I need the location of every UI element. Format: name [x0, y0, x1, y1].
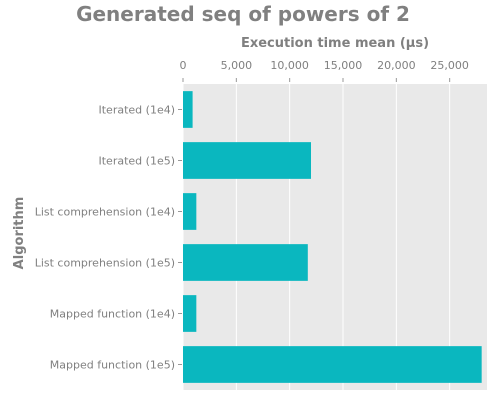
bars [183, 91, 482, 383]
category-label: Iterated (1e5) [99, 155, 176, 168]
bar [183, 193, 197, 230]
category-label: Mapped function (1e4) [50, 308, 175, 321]
grid-lines [182, 84, 451, 390]
bar [183, 91, 193, 128]
bar [183, 295, 197, 332]
x-axis: 0 5,000 10,000 15,000 20,000 25,000 [180, 59, 469, 82]
category-label: List comprehension (1e5) [35, 257, 175, 270]
category-label: Iterated (1e4) [99, 104, 176, 117]
y-axis-title: Algorithm [12, 197, 27, 270]
category-label: List comprehension (1e4) [35, 206, 175, 219]
category-label: Mapped function (1e5) [50, 359, 175, 372]
bar [183, 142, 311, 179]
x-tick-label: 10,000 [270, 59, 309, 72]
chart-title: Generated seq of powers of 2 [76, 2, 410, 26]
x-axis-title: Execution time mean (µs) [241, 36, 429, 51]
x-tick-label: 20,000 [377, 59, 416, 72]
x-tick-label: 5,000 [221, 59, 253, 72]
x-tick-label: 25,000 [430, 59, 469, 72]
bar [183, 346, 482, 383]
y-axis: Iterated (1e4) Iterated (1e5) List compreh… [35, 104, 182, 372]
x-tick-label: 0 [180, 59, 187, 72]
x-tick-label: 15,000 [324, 59, 363, 72]
bar [183, 244, 308, 281]
plot-area [183, 84, 487, 390]
